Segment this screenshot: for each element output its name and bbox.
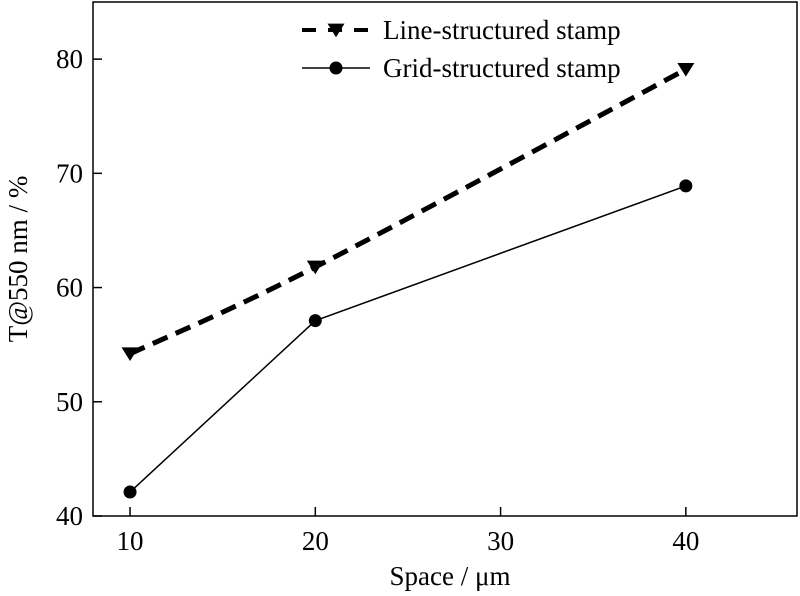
series-1-point	[121, 347, 139, 362]
y-tick-label: 60	[56, 273, 83, 303]
plot-frame	[92, 1, 798, 517]
x-tick-label: 10	[117, 526, 144, 556]
y-tick-label: 40	[56, 501, 83, 531]
legend-label-2: Grid-structured stamp	[383, 53, 621, 83]
y-tick-label: 80	[56, 44, 83, 74]
series-1-point	[306, 260, 324, 275]
legend-marker-2	[329, 61, 343, 75]
series-2-point	[308, 314, 322, 328]
series-line-2	[129, 185, 687, 493]
y-axis-title: T@550 nm / %	[3, 176, 33, 343]
y-tick-label: 50	[56, 387, 83, 417]
axes: 10 20 30 40 40 50 60 70 80 Space / μm T@550 nm / %	[3, 1, 798, 591]
x-tick-label: 40	[672, 526, 699, 556]
y-tick-label: 70	[56, 158, 83, 188]
series-2-point	[679, 179, 693, 193]
series-line-1	[128, 67, 688, 357]
legend-marker-1	[327, 23, 345, 38]
legend: Line-structured stamp Grid-structured sta…	[302, 15, 621, 83]
x-axis-title: Space / μm	[390, 561, 511, 591]
legend-label-1: Line-structured stamp	[383, 15, 621, 45]
series-1-point	[677, 63, 695, 77]
series-layer	[121, 63, 695, 499]
x-tick-label: 30	[487, 526, 514, 556]
x-tick-label: 20	[302, 526, 329, 556]
series-2-point	[123, 485, 137, 499]
